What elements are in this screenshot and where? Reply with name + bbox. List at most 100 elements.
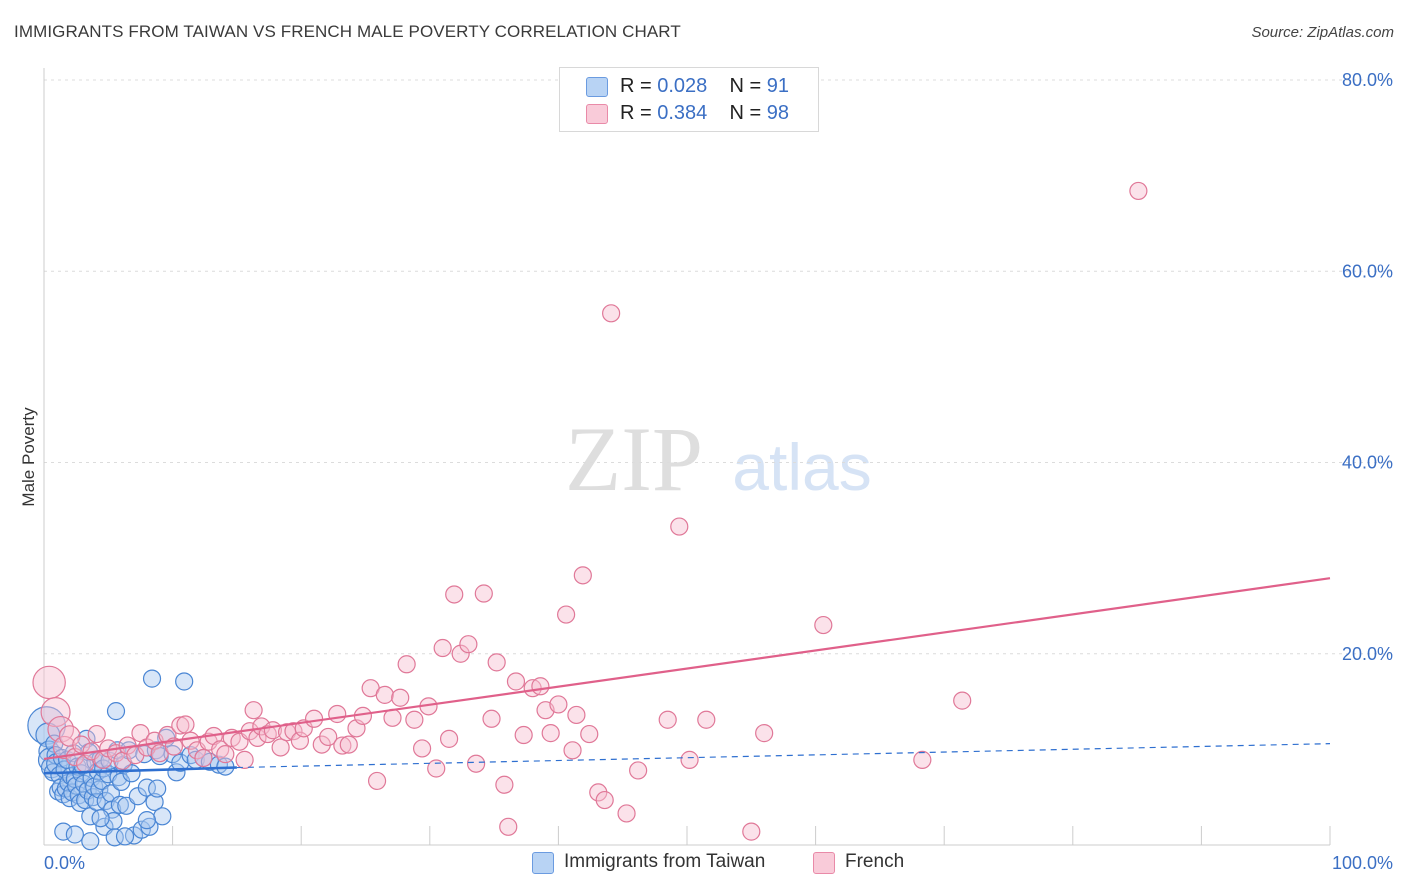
french-point (680, 750, 699, 769)
axes (43, 68, 1331, 846)
taiwan-point (137, 811, 156, 830)
legend-swatch-french (586, 104, 608, 124)
french-point (487, 653, 506, 672)
french-point (32, 665, 66, 700)
french-point (284, 722, 303, 741)
bottom-legend-label-taiwan: Immigrants from Taiwan (564, 851, 766, 872)
taiwan-point (148, 779, 167, 798)
french-point (235, 750, 254, 769)
legend-n-label: N = (729, 102, 762, 124)
legend-n-label: N = (729, 75, 762, 97)
legend-r-label: R = (620, 102, 652, 124)
axis-labels: 20.0% 40.0% 60.0% 80.0% 0.0% 100.0% Male Pover… (19, 70, 1393, 873)
french-point (397, 655, 416, 674)
stats-legend: R = 0.028 N = 91 R = 0.384 N = 98 (559, 67, 819, 132)
french-point (1129, 181, 1148, 201)
taiwan-point (153, 807, 172, 826)
french-point (405, 710, 424, 729)
watermark-atlas: atlas (732, 430, 871, 504)
french-point (339, 735, 358, 754)
french-point (52, 735, 77, 760)
french-point (391, 688, 410, 707)
y-tick-label: 40.0% (1342, 453, 1393, 473)
legend-r-label: R = (620, 75, 652, 97)
french-point (580, 724, 599, 744)
french-point (557, 605, 576, 624)
french-point (375, 685, 394, 704)
y-tick-label: 80.0% (1342, 70, 1393, 90)
french-point (459, 635, 478, 654)
french-point (451, 644, 470, 663)
taiwan-point (81, 832, 100, 851)
source-label: Source: ZipAtlas.com (1251, 24, 1394, 41)
taiwan-point (115, 827, 135, 846)
taiwan-point (110, 795, 129, 814)
french-point (563, 741, 582, 760)
taiwan-point (122, 764, 141, 783)
french-point (495, 775, 514, 794)
taiwan-point (171, 753, 190, 772)
taiwan-point (142, 669, 162, 688)
french-point (216, 745, 235, 764)
french-point (567, 705, 586, 725)
french-point (549, 695, 568, 714)
taiwan-point (175, 672, 194, 691)
french-point (87, 724, 106, 744)
french-point (629, 761, 648, 780)
french-point (171, 716, 190, 735)
french-point (319, 727, 338, 747)
french-point (445, 585, 464, 604)
legend-n-value: 91 (766, 75, 790, 97)
french-point (595, 790, 614, 810)
watermark-zip: ZIP (565, 408, 703, 510)
bottom-legend-swatch-french (813, 852, 835, 874)
bottom-legend-swatch-taiwan (532, 852, 554, 874)
french-point (158, 725, 177, 745)
french-points (32, 181, 1148, 841)
taiwan-point (91, 809, 110, 828)
french-point (697, 710, 716, 729)
y-axis-title: Male Poverty (19, 407, 38, 507)
watermark: ZIP atlas (565, 408, 872, 510)
taiwan-point (65, 825, 84, 844)
taiwan-trend-dashed (236, 743, 1331, 769)
french-point (367, 771, 387, 791)
french-point (514, 725, 533, 745)
chart-title: IMMIGRANTS FROM TAIWAN VS FRENCH MALE PO… (14, 22, 681, 41)
french-point (913, 750, 932, 769)
french-point (181, 731, 200, 750)
french-point (427, 759, 446, 778)
french-point (271, 738, 290, 757)
legend-n-value: 98 (766, 102, 790, 124)
y-tick-label: 60.0% (1342, 261, 1393, 281)
french-point (541, 724, 560, 743)
french-point (499, 817, 518, 836)
french-point (466, 754, 486, 773)
french-point (814, 615, 833, 635)
taiwan-point (145, 792, 164, 812)
legend-swatch-taiwan (586, 77, 608, 97)
y-tick-label: 20.0% (1342, 644, 1393, 664)
french-point (194, 748, 213, 768)
french-point (47, 715, 75, 743)
french-point (953, 691, 972, 710)
french-point (40, 697, 71, 728)
taiwan-point (54, 822, 73, 841)
french-point (482, 709, 501, 728)
french-point (304, 709, 324, 728)
bottom-legend-label-french: French (845, 851, 905, 872)
french-point (742, 822, 761, 841)
french-point (439, 729, 459, 748)
trend-lines (43, 577, 1331, 775)
taiwan-point (106, 702, 126, 721)
french-point (176, 715, 195, 734)
french-point (474, 584, 493, 603)
gridlines (44, 79, 1393, 655)
french-point (412, 739, 432, 758)
legend-r-value: 0.384 (657, 102, 708, 124)
french-point (573, 566, 592, 585)
french-point (531, 677, 550, 696)
french-point (602, 304, 621, 323)
french-point (244, 701, 263, 720)
